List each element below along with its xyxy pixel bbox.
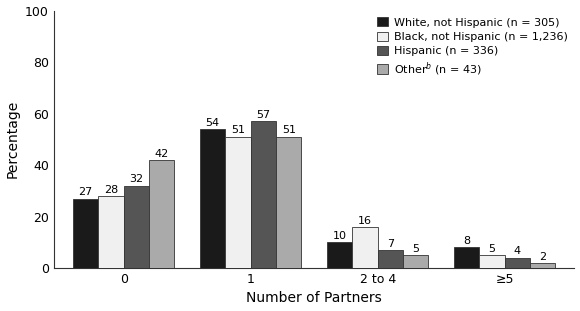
Bar [149,160,175,268]
Text: 42: 42 [155,149,169,159]
Text: 2: 2 [539,252,546,262]
Bar [73,198,98,268]
Text: 10: 10 [332,231,346,241]
Text: 32: 32 [129,174,143,184]
Bar [251,121,276,268]
Text: 27: 27 [78,187,93,197]
Bar [479,255,505,268]
Bar [530,263,556,268]
Text: 16: 16 [358,216,372,225]
Bar [98,196,124,268]
Bar [124,186,149,268]
Bar [505,258,530,268]
Bar [378,250,403,268]
Text: 5: 5 [488,244,495,254]
Text: 51: 51 [282,125,296,135]
Bar [454,248,479,268]
X-axis label: Number of Partners: Number of Partners [246,291,382,305]
Legend: White, not Hispanic (n = 305), Black, not Hispanic (n = 1,236), Hispanic (n = 33: White, not Hispanic (n = 305), Black, no… [374,14,571,81]
Text: 8: 8 [463,236,470,246]
Text: 57: 57 [256,110,270,120]
Text: 54: 54 [205,118,220,128]
Text: 5: 5 [412,244,419,254]
Text: 28: 28 [104,185,118,195]
Bar [200,129,225,268]
Text: 7: 7 [387,239,394,249]
Text: 51: 51 [231,125,245,135]
Bar [352,227,378,268]
Bar [276,137,302,268]
Bar [225,137,251,268]
Bar [327,242,352,268]
Text: 4: 4 [514,246,521,257]
Y-axis label: Percentage: Percentage [6,100,20,179]
Bar [403,255,429,268]
